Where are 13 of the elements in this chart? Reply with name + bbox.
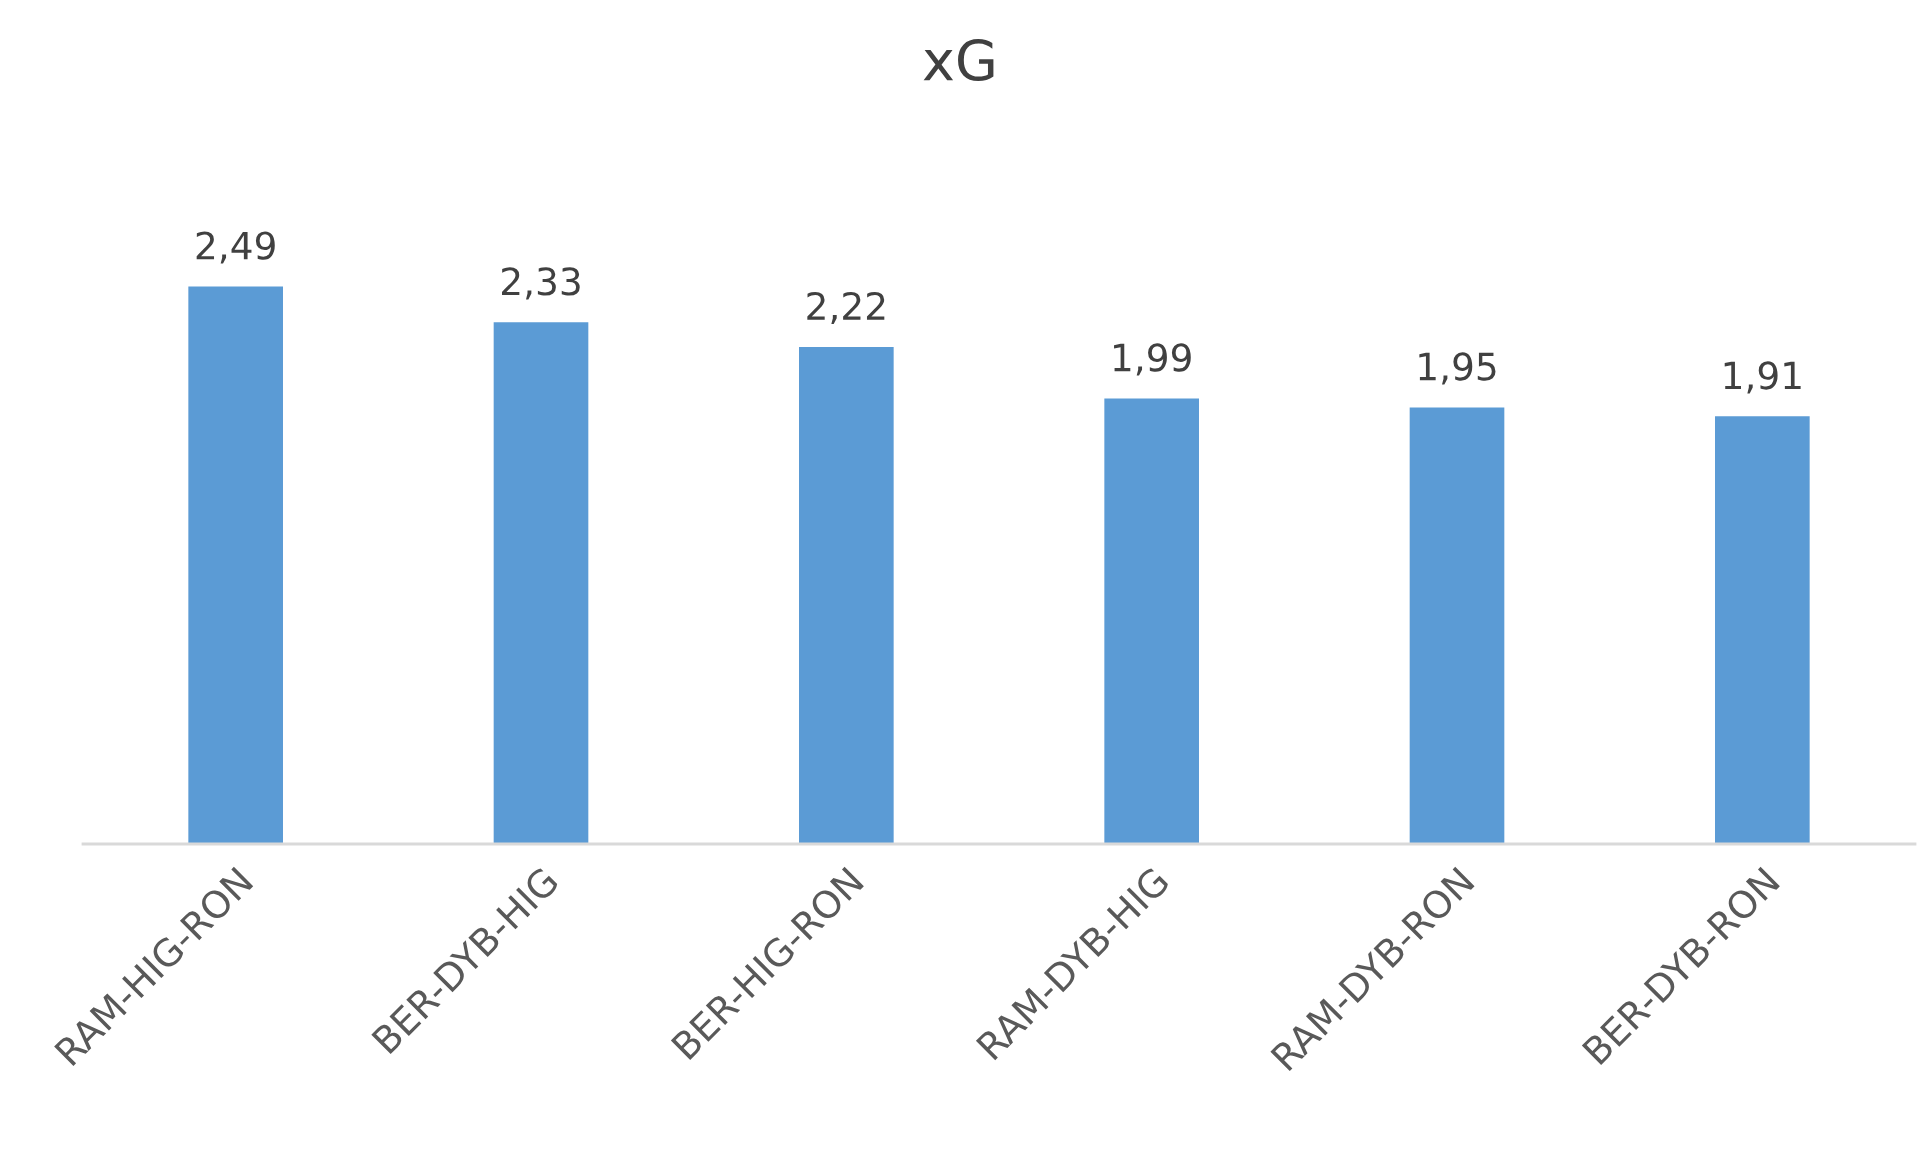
data-label: 1,99 [1114,343,1191,376]
data-label: 2,22 [807,291,885,325]
data-label: 2,33 [502,267,580,300]
data-label: 1,91 [1724,361,1801,394]
chart-title: xG [923,39,994,82]
data-label: 1,95 [1419,352,1496,385]
bar [799,346,894,844]
bar [1104,398,1199,844]
bar [1715,416,1810,844]
bar [493,322,589,844]
bar [1409,407,1505,844]
data-label: 2,49 [196,231,275,264]
bar [188,286,283,844]
